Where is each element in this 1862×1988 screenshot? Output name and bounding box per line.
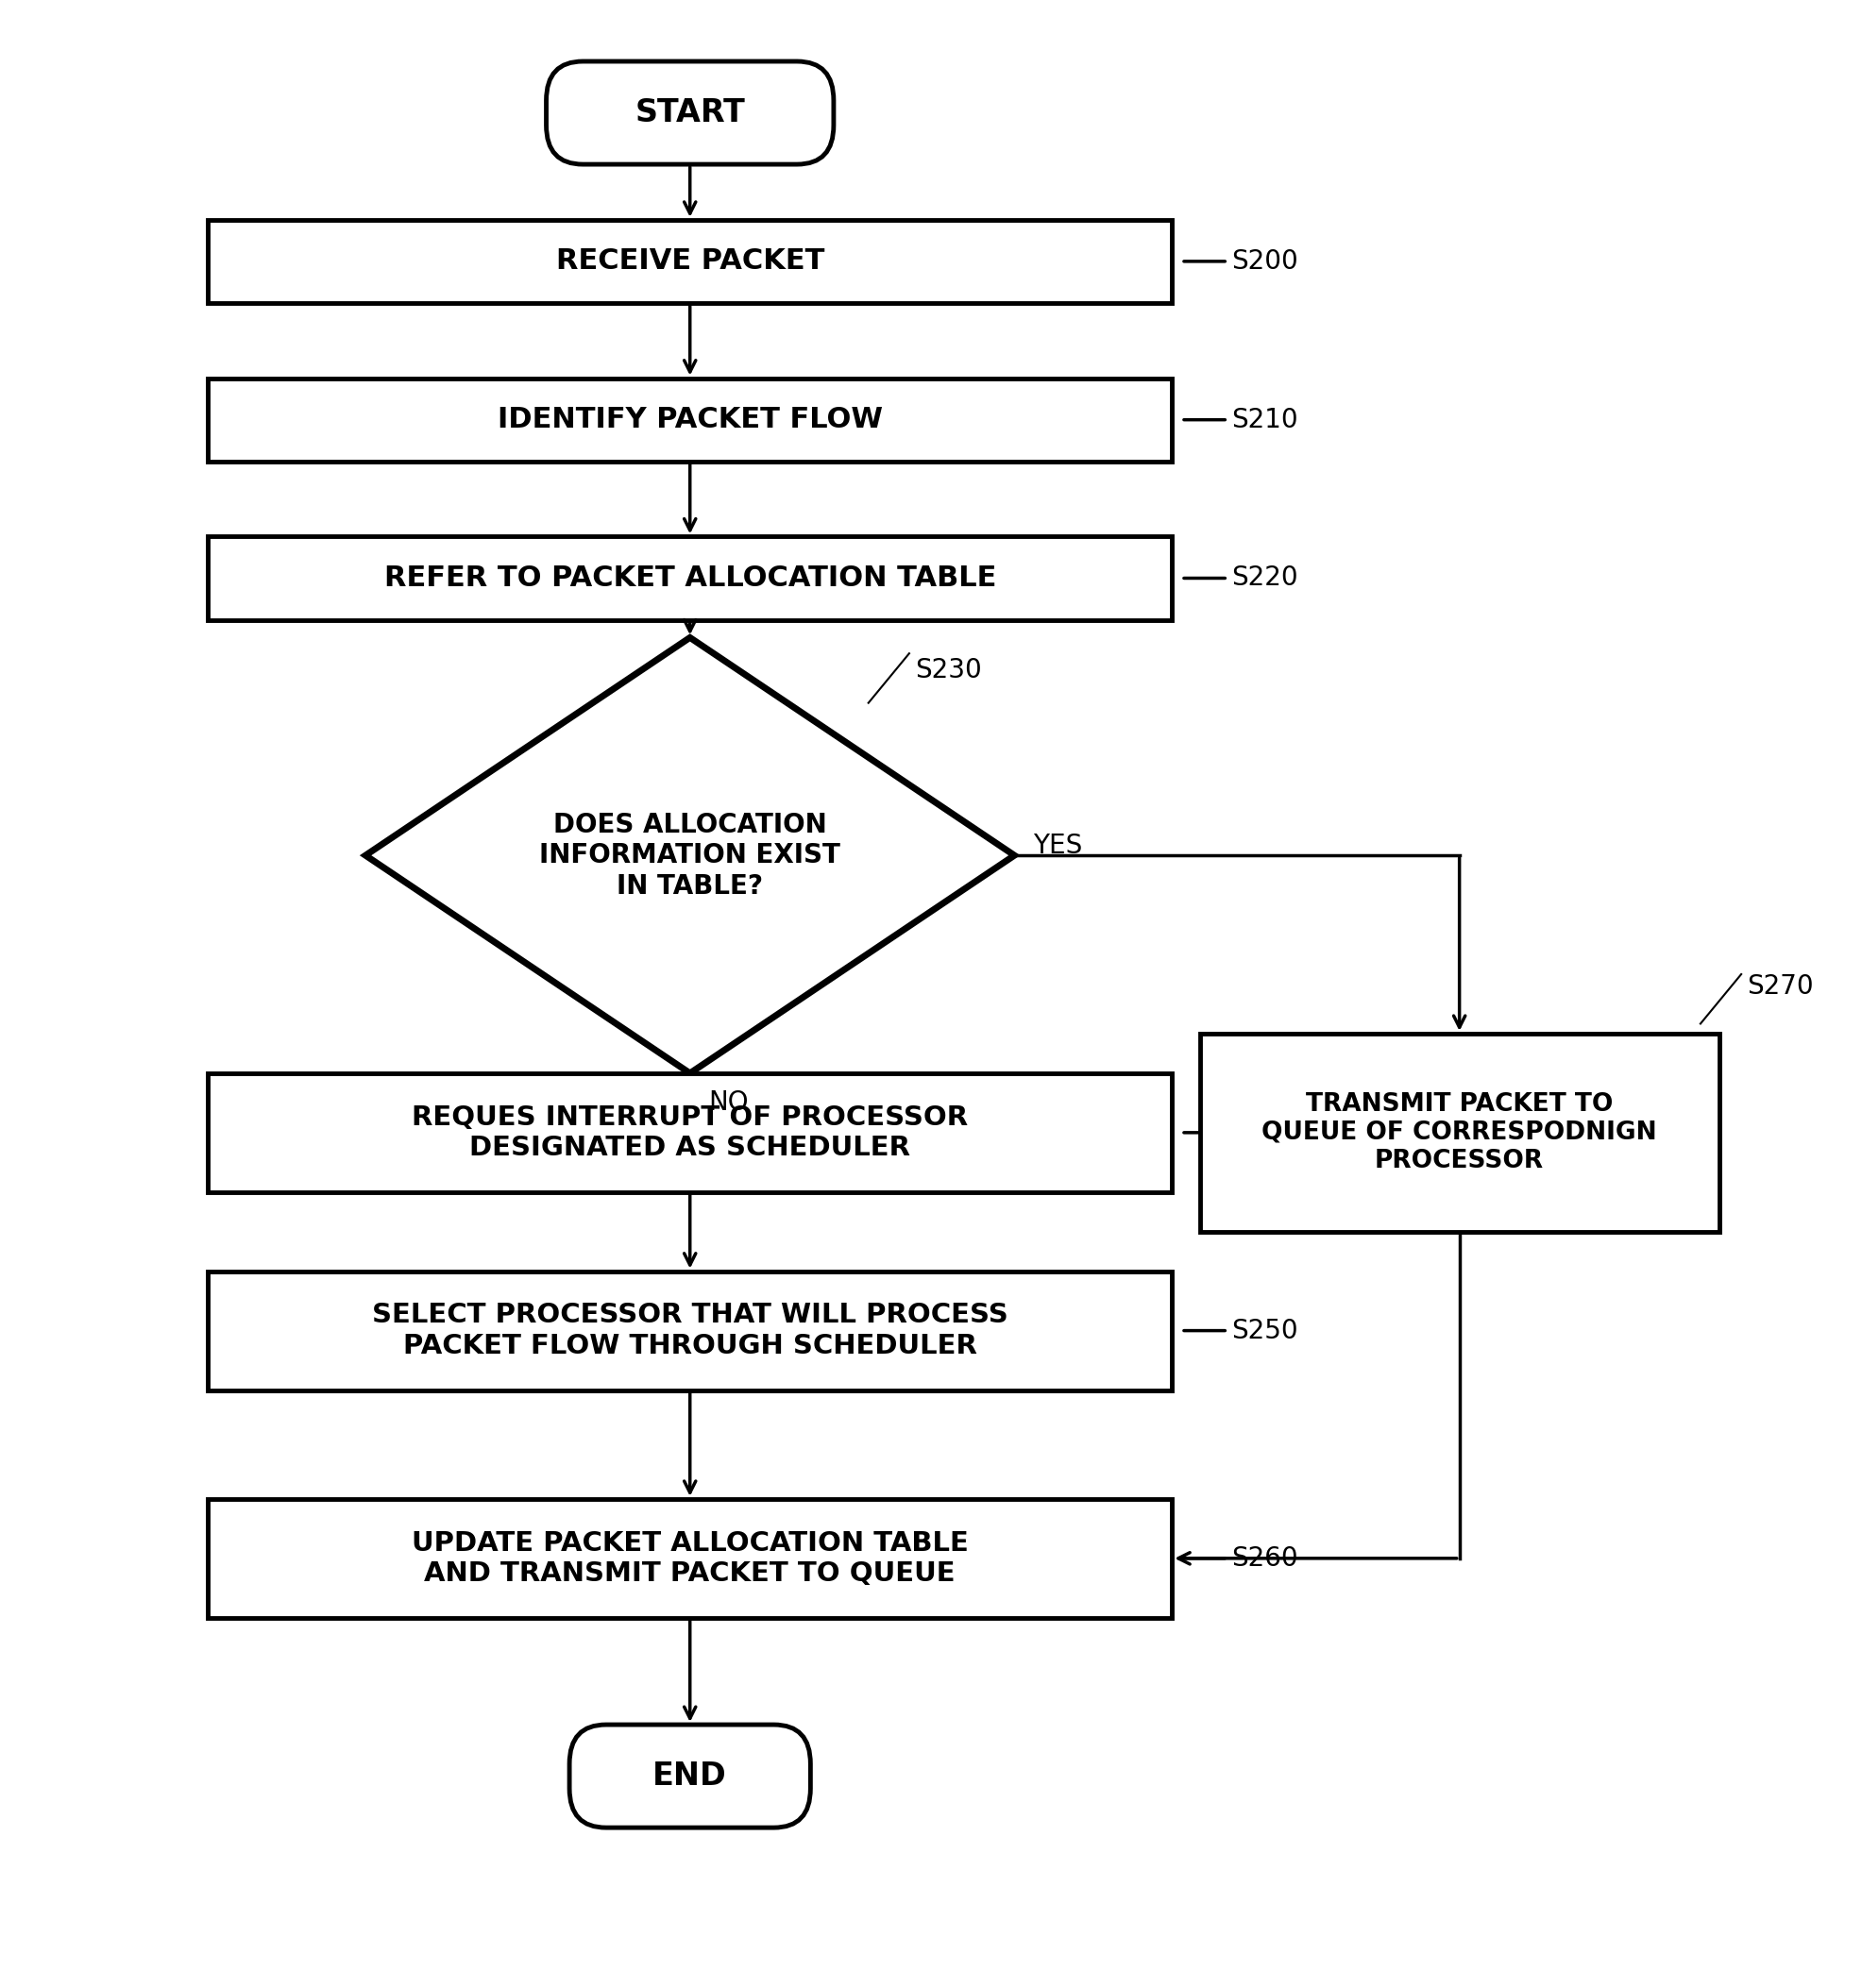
Text: DOES ALLOCATION
INFORMATION EXIST
IN TABLE?: DOES ALLOCATION INFORMATION EXIST IN TAB…: [540, 811, 840, 899]
FancyBboxPatch shape: [546, 62, 834, 165]
FancyBboxPatch shape: [570, 1726, 810, 1827]
Bar: [209, 1270, 1171, 1390]
Text: RECEIVE PACKET: RECEIVE PACKET: [555, 248, 825, 274]
Bar: [1199, 1034, 1719, 1233]
Text: S230: S230: [914, 656, 981, 684]
Bar: [209, 1074, 1171, 1193]
Text: YES: YES: [1033, 833, 1082, 859]
Bar: [209, 378, 1171, 461]
Text: NO: NO: [709, 1089, 749, 1115]
Text: END: END: [654, 1761, 728, 1791]
Text: S220: S220: [1231, 565, 1298, 590]
Text: REFER TO PACKET ALLOCATION TABLE: REFER TO PACKET ALLOCATION TABLE: [384, 565, 996, 592]
Bar: [209, 537, 1171, 620]
Text: S270: S270: [1747, 974, 1814, 1000]
Polygon shape: [365, 638, 1015, 1074]
Text: START: START: [635, 97, 745, 129]
Text: UPDATE PACKET ALLOCATION TABLE
AND TRANSMIT PACKET TO QUEUE: UPDATE PACKET ALLOCATION TABLE AND TRANS…: [412, 1531, 968, 1586]
Text: S240: S240: [1231, 1119, 1298, 1145]
Text: S210: S210: [1231, 406, 1298, 433]
Text: REQUES INTERRUPT OF PROCESSOR
DESIGNATED AS SCHEDULER: REQUES INTERRUPT OF PROCESSOR DESIGNATED…: [412, 1103, 968, 1161]
Text: TRANSMIT PACKET TO
QUEUE OF CORRESPODNIGN
PROCESSOR: TRANSMIT PACKET TO QUEUE OF CORRESPODNIG…: [1262, 1091, 1657, 1173]
Text: S250: S250: [1231, 1318, 1298, 1344]
Bar: [209, 1499, 1171, 1618]
Text: IDENTIFY PACKET FLOW: IDENTIFY PACKET FLOW: [497, 406, 883, 433]
Text: SELECT PROCESSOR THAT WILL PROCESS
PACKET FLOW THROUGH SCHEDULER: SELECT PROCESSOR THAT WILL PROCESS PACKE…: [372, 1302, 1007, 1360]
Bar: [209, 221, 1171, 302]
Text: S200: S200: [1231, 248, 1298, 274]
Text: S260: S260: [1231, 1545, 1298, 1573]
